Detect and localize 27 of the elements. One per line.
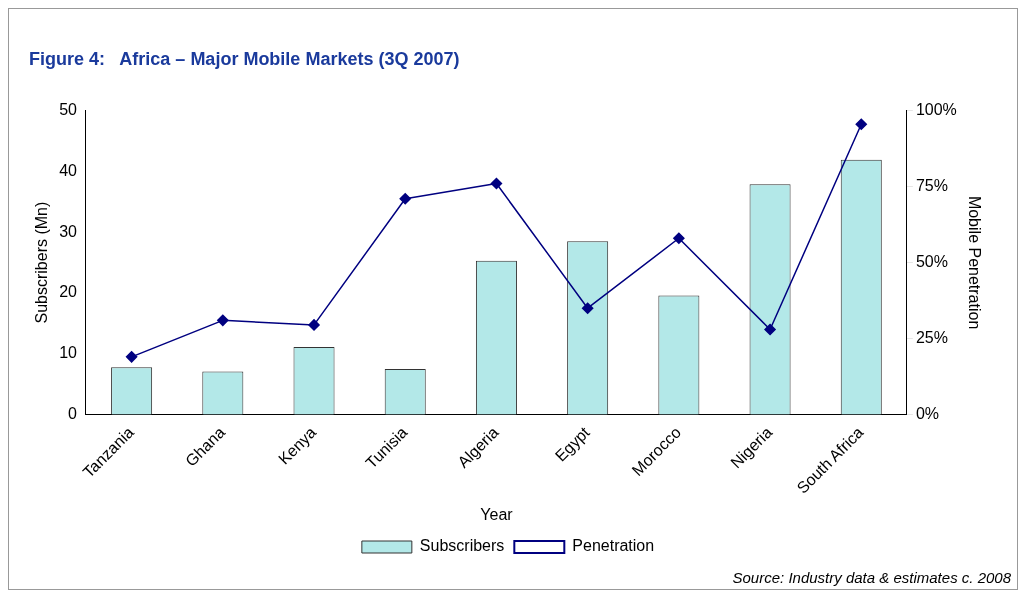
x-axis-title: Year (480, 505, 514, 523)
point (399, 193, 411, 205)
y-tick-label: 0 (68, 405, 78, 422)
y2-axis-title: Mobile Penetration (965, 195, 983, 330)
point (581, 302, 594, 314)
y-tick-label: 40 (59, 161, 78, 179)
y-tick-label: 30 (59, 222, 78, 240)
point (125, 351, 138, 363)
y2-tick-label: 50% (915, 253, 948, 270)
point (764, 323, 776, 336)
point (855, 118, 868, 131)
point (308, 319, 320, 331)
legend-label: Subscribers (419, 537, 505, 555)
y2-tick-label: 100% (915, 101, 957, 119)
y-tick-label: 50 (59, 101, 78, 119)
legend-label: Penetration (572, 537, 655, 555)
y-tick-label: 10 (59, 344, 78, 362)
y-tick-label: 20 (59, 283, 78, 301)
y2-tick-label: 25% (915, 329, 948, 346)
y2-tick-label: 0% (915, 405, 939, 422)
point (217, 314, 229, 327)
y2-tick-label: 75% (915, 177, 948, 194)
source-note: Source: Industry data & estimates c. 2008 (732, 569, 1012, 587)
point (490, 177, 503, 190)
point (673, 232, 685, 245)
y-axis-title: Subscribers (Mn) (33, 201, 51, 324)
chart-title: Figure 4: Africa – Major Mobile Markets (3Q 2007) (29, 48, 460, 69)
